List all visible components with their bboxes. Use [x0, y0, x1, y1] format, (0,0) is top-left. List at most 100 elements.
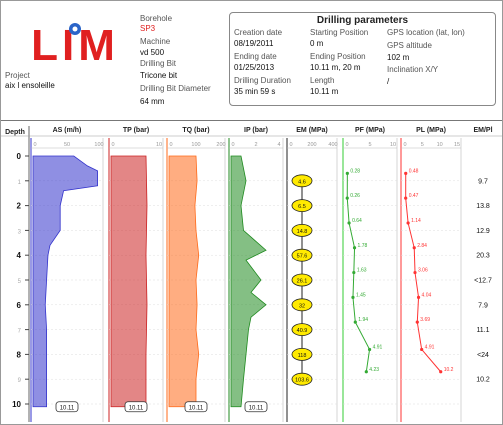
column-title: PL (MPa): [416, 127, 446, 134]
pl-point: [415, 320, 419, 324]
pf-point: [353, 320, 357, 324]
drilling-bit-value: Tricone bit: [140, 71, 178, 80]
em-value-label: 26.1: [297, 279, 308, 285]
end-depth-label: 10.11: [60, 406, 75, 412]
column-tick-label: 0: [33, 142, 36, 148]
em-pl-value: 9.7: [478, 178, 488, 185]
end-depth-label: 10.11: [189, 406, 204, 412]
pl-point: [413, 270, 417, 275]
pl-point: [416, 295, 421, 299]
pl-value-label: 0.47: [409, 193, 419, 199]
column-tick-label: 0: [231, 142, 234, 148]
pl-value-label: 2.84: [417, 243, 427, 249]
end-depth-badge: [244, 401, 268, 413]
depth-tick-label: 8: [17, 350, 22, 359]
column-tick-label: 5: [421, 142, 424, 148]
pf-point: [352, 246, 357, 250]
ending-position-value: 10.11 m, 20 m: [310, 63, 361, 72]
pl-value-label: 1.14: [411, 218, 421, 224]
creation-date-value: 08/19/2011: [234, 39, 274, 48]
pf-point: [367, 347, 372, 352]
end-depth-badge: [124, 401, 148, 413]
borehole-label: Borehole: [140, 14, 173, 23]
column-tick-label: 400: [328, 142, 337, 148]
pl-value-label: 3.69: [420, 317, 430, 323]
pf-value-label: 0.64: [352, 218, 362, 224]
depth-tick-label: 5: [18, 279, 22, 285]
em-value-label: 4.6: [298, 179, 306, 185]
pl-value-label: 3.06: [418, 268, 428, 274]
as-track: [32, 155, 98, 408]
em-pl-value: <12.7: [474, 278, 492, 285]
column-title: IP (bar): [244, 127, 268, 134]
lim-logo: LIM: [25, 20, 125, 66]
machine-label: Machine: [140, 37, 171, 46]
project-label: Project: [5, 71, 30, 80]
em-value-label: 14.8: [297, 229, 308, 235]
depth-tick-label: 3: [18, 229, 22, 235]
column-tick-label: 0: [169, 142, 172, 148]
inclination-label: Inclination X/Y: [387, 65, 439, 74]
column-tick-label: 15: [454, 142, 460, 148]
em-value-label: 118: [298, 353, 307, 359]
depth-tick-label: 4: [17, 251, 22, 260]
column-tick-label: 10: [390, 142, 396, 148]
pl-point: [406, 221, 410, 225]
em-marker: [291, 248, 313, 262]
project-value: aix l ensoleille: [5, 81, 55, 90]
column-tick-label: 2: [254, 142, 257, 148]
column-tick-label: 50: [64, 142, 70, 148]
pf-point: [364, 370, 368, 374]
em-marker: [291, 174, 313, 188]
em-pl-value: 13.8: [476, 203, 490, 210]
em-pl-value: 7.9: [478, 302, 488, 309]
end-depth-label: 10.11: [129, 406, 144, 412]
header-divider: [1, 120, 502, 121]
em-pl-value: 10.2: [476, 377, 490, 384]
gps-altitude-value: 102 m: [387, 53, 410, 62]
pf-point: [352, 270, 356, 275]
ip-track: [230, 155, 267, 408]
end-depth-badge: [55, 401, 79, 413]
column-tick-label: 0: [345, 142, 348, 148]
depth-tick-label: 2: [17, 202, 22, 211]
em-marker: [291, 273, 313, 287]
column-tick-label: 10: [437, 142, 443, 148]
depth-axis-title: Depth: [5, 129, 25, 136]
drilling-bit-diameter-value: 64 mm: [140, 97, 165, 106]
pf-point: [351, 295, 355, 299]
pf-value-label: 0.28: [350, 168, 360, 174]
column-tick-label: 200: [307, 142, 316, 148]
end-depth-label: 10.11: [249, 406, 264, 412]
pl-point: [420, 347, 424, 352]
pl-value-label: 4.04: [422, 292, 432, 298]
depth-tick-label: 0: [17, 152, 22, 161]
pl-point: [404, 171, 408, 175]
gps-location-label: GPS location (lat, lon): [387, 28, 465, 37]
depth-tick-label: 10: [12, 400, 21, 409]
em-marker: [291, 347, 313, 361]
column-title: PF (MPa): [355, 127, 385, 134]
column-title: AS (m/h): [53, 127, 82, 134]
pl-point: [412, 246, 416, 250]
pf-value-label: 0.26: [350, 193, 360, 199]
starting-position-label: Starting Position: [310, 28, 369, 37]
report-header: LIM Project aix l ensoleille Borehole SP…: [1, 1, 502, 119]
pf-point: [347, 221, 351, 225]
starting-position-value: 0 m: [310, 39, 324, 48]
em-marker: [291, 298, 313, 312]
em-marker: [291, 199, 313, 212]
pf-value-label: 4.91: [373, 344, 383, 350]
column-title: TP (bar): [123, 127, 149, 134]
pl-point: [404, 196, 408, 200]
drilling-bit-label: Drilling Bit: [140, 59, 177, 68]
column-tick-label: 10: [156, 142, 162, 148]
depth-tick-label: 1: [18, 180, 22, 186]
drilling-duration-label: Drilling Duration: [234, 76, 291, 85]
ending-position-label: Ending Position: [310, 52, 366, 61]
tp-track: [110, 155, 148, 408]
column-tick-label: 200: [216, 142, 225, 148]
pl-value-label: 4.91: [425, 344, 435, 350]
em-pl-value: 12.9: [476, 228, 490, 235]
